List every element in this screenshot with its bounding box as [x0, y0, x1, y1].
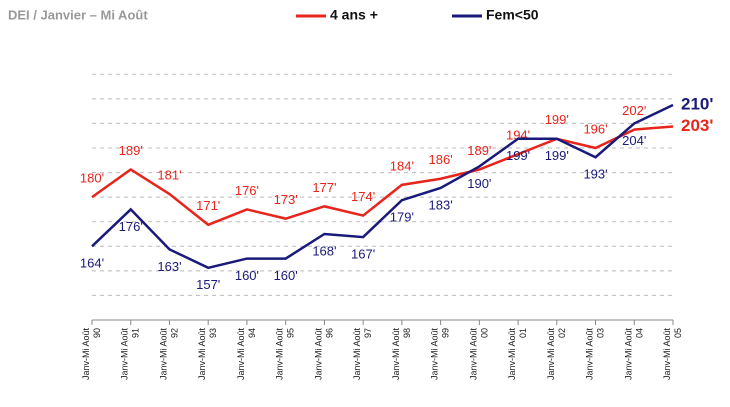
data-label: 180' — [80, 171, 104, 186]
series-line — [91, 125, 674, 227]
data-label: 199' — [545, 112, 569, 127]
data-label: 173' — [274, 192, 298, 207]
data-label: 164' — [80, 256, 104, 271]
data-label: 203' — [681, 116, 713, 135]
data-label: 193' — [583, 167, 607, 182]
legend-label: Fem<50 — [486, 7, 539, 23]
x-tick-label: Janv-Mi Août97 — [353, 328, 374, 381]
legend-label: 4 ans + — [330, 7, 378, 23]
data-label: 171' — [196, 198, 220, 213]
series-line — [91, 103, 674, 270]
x-tick-label: Janv-Mi Août02 — [546, 328, 567, 381]
data-label: 183' — [429, 197, 453, 212]
x-tick-label: Janv-Mi Août03 — [585, 328, 606, 381]
x-tick-label: Janv-Mi Août94 — [236, 328, 257, 381]
x-tick-label: Janv-Mi Août91 — [120, 328, 141, 381]
data-label: 186' — [429, 152, 453, 167]
data-label: 167' — [351, 247, 375, 262]
data-label: 160' — [274, 268, 298, 283]
data-label: 160' — [235, 268, 259, 283]
data-label: 204' — [622, 133, 646, 148]
x-tick-label: Janv-Mi Août04 — [624, 328, 645, 381]
x-tick-label: Janv-Mi Août00 — [469, 328, 490, 381]
x-tick-label: Janv-Mi Août96 — [314, 328, 335, 381]
data-label: 176' — [119, 219, 143, 234]
data-label: 163' — [157, 259, 181, 274]
chart-title: DEI / Janvier – Mi Août — [8, 7, 148, 22]
data-label: 157' — [196, 277, 220, 292]
x-tick-label: Janv-Mi Août05 — [662, 328, 683, 381]
data-label: 184' — [390, 158, 414, 173]
data-label: 181' — [157, 168, 181, 183]
x-tick-label: Janv-Mi Août93 — [198, 328, 219, 381]
data-label: 190' — [467, 176, 491, 191]
data-label: 174' — [351, 189, 375, 204]
data-label: 202' — [622, 103, 646, 118]
data-label: 177' — [312, 180, 336, 195]
data-label: 189' — [467, 143, 491, 158]
data-label: 210' — [681, 94, 713, 113]
data-label: 176' — [235, 183, 259, 198]
data-label: 168' — [312, 243, 336, 258]
data-label: 194' — [506, 128, 530, 143]
x-tick-label: Janv-Mi Août92 — [159, 328, 180, 381]
x-tick-label: Janv-Mi Août95 — [275, 328, 296, 381]
data-label: 199' — [506, 148, 530, 163]
x-tick-label: Janv-Mi Août01 — [507, 328, 528, 381]
data-label: 179' — [390, 210, 414, 225]
x-tick-label: Janv-Mi Août99 — [430, 328, 451, 381]
x-tick-label: Janv-Mi Août98 — [391, 328, 412, 381]
data-label: 199' — [545, 148, 569, 163]
data-label: 196' — [583, 121, 607, 136]
x-tick-label: Janv-Mi Août90 — [81, 328, 102, 381]
data-label: 189' — [119, 143, 143, 158]
